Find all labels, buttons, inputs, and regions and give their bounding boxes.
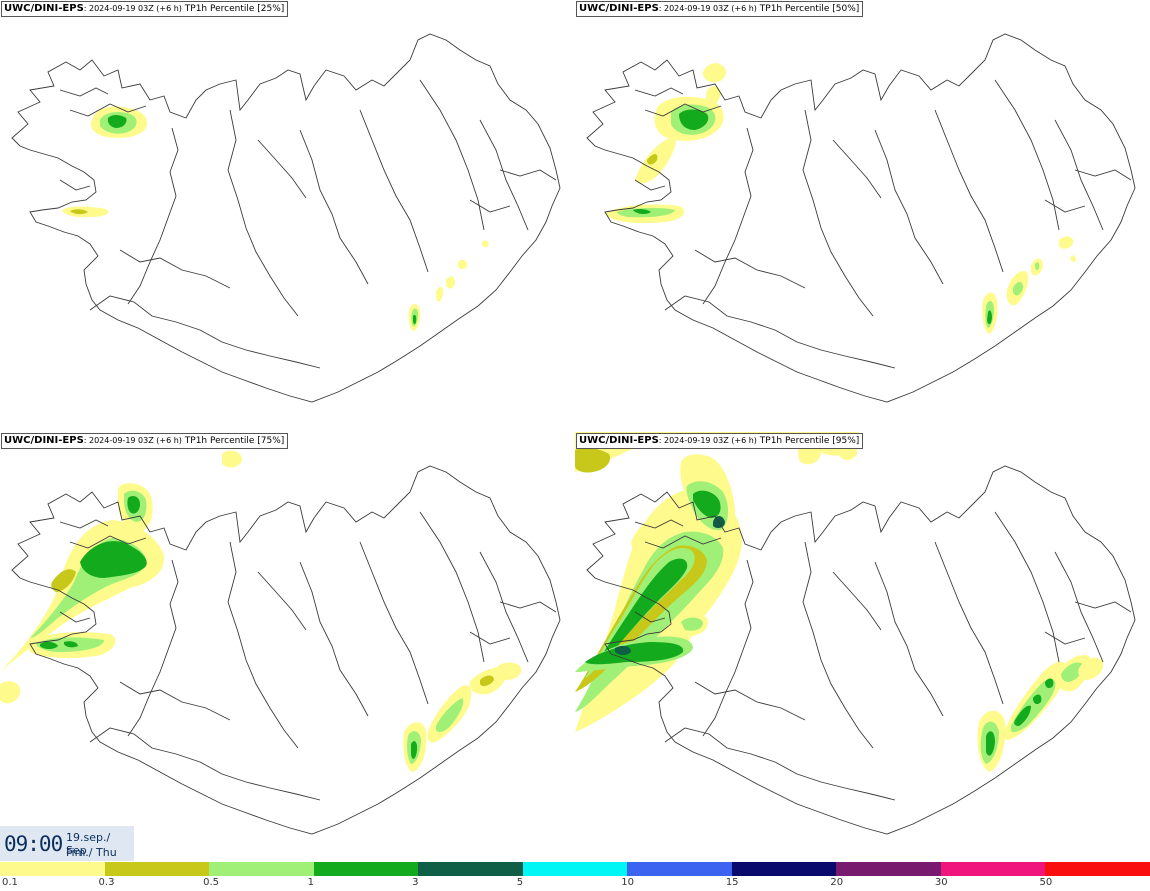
legend-labels: 0.1 0.3 0.5 1 3 5 10 15 20 30 50 bbox=[0, 877, 1150, 891]
valid-time-box: 09:00 19.sep./ Sep Fim./ Thu bbox=[0, 826, 134, 861]
map-panel-p50: UWC/DINI-EPS: 2024-09-19 03Z (+6 h) TP1h… bbox=[575, 0, 1150, 432]
param-label: TP1h Percentile [95%] bbox=[759, 436, 860, 446]
panel-title: UWC/DINI-EPS: 2024-09-19 03Z (+6 h) TP1h… bbox=[576, 433, 864, 449]
iceland-map-p95 bbox=[575, 432, 1136, 835]
legend-label: 50 bbox=[1039, 877, 1053, 888]
model-source: UWC/DINI-EPS bbox=[579, 435, 659, 446]
precip-areas bbox=[62, 106, 489, 332]
legend-label: 20 bbox=[830, 877, 844, 888]
panel-title: UWC/DINI-EPS: 2024-09-19 03Z (+6 h) TP1h… bbox=[576, 1, 864, 17]
valid-time: 09:00 bbox=[4, 832, 63, 856]
param-label: TP1h Percentile [25%] bbox=[184, 4, 285, 14]
iceland-map-p75 bbox=[0, 450, 561, 835]
coastline bbox=[11, 465, 561, 835]
coastline bbox=[586, 465, 1136, 835]
iceland-map-p50 bbox=[586, 33, 1136, 403]
legend-swatch bbox=[627, 862, 732, 876]
legend-swatch bbox=[0, 862, 105, 876]
legend-label: 0.1 bbox=[2, 877, 18, 888]
precip-areas bbox=[605, 63, 1076, 334]
valid-date: 19.sep./ Sep bbox=[66, 831, 111, 857]
legend-swatch bbox=[418, 862, 523, 876]
legend-swatch bbox=[209, 862, 314, 876]
map-panel-p75: UWC/DINI-EPS: 2024-09-19 03Z (+6 h) TP1h… bbox=[0, 432, 575, 864]
param-label: TP1h Percentile [50%] bbox=[759, 4, 860, 14]
legend-label: 10 bbox=[621, 877, 634, 888]
panel-title: UWC/DINI-EPS: 2024-09-19 03Z (+6 h) TP1h… bbox=[1, 1, 289, 17]
param-label: TP1h Percentile [75%] bbox=[184, 436, 285, 446]
run-time: : 2024-09-19 03Z (+6 h) bbox=[658, 436, 757, 445]
legend-label: 30 bbox=[934, 877, 948, 888]
precip-areas bbox=[575, 432, 1104, 772]
coastline bbox=[586, 33, 1136, 403]
legend-swatch bbox=[940, 862, 1046, 876]
run-time: : 2024-09-19 03Z (+6 h) bbox=[83, 4, 182, 13]
run-time: : 2024-09-19 03Z (+6 h) bbox=[83, 436, 182, 445]
model-source: UWC/DINI-EPS bbox=[4, 435, 84, 446]
legend-label: 5 bbox=[516, 877, 524, 888]
legend-swatch bbox=[1045, 862, 1150, 876]
legend-colorbar bbox=[0, 862, 1150, 876]
legend-swatch bbox=[104, 862, 210, 876]
legend-label: 3 bbox=[412, 877, 419, 888]
legend-label: 0.3 bbox=[98, 877, 115, 888]
precip-areas bbox=[0, 450, 522, 772]
coastline bbox=[11, 33, 561, 403]
iceland-map-p25 bbox=[11, 33, 561, 403]
model-source: UWC/DINI-EPS bbox=[4, 3, 84, 14]
run-time: : 2024-09-19 03Z (+6 h) bbox=[658, 4, 757, 13]
map-panel-p95: UWC/DINI-EPS: 2024-09-19 03Z (+6 h) TP1h… bbox=[575, 432, 1150, 864]
legend-label: 1 bbox=[307, 877, 314, 888]
legend-swatch bbox=[313, 862, 419, 876]
panel-title: UWC/DINI-EPS: 2024-09-19 03Z (+6 h) TP1h… bbox=[1, 433, 289, 449]
model-source: UWC/DINI-EPS bbox=[579, 3, 659, 14]
legend-label: 0.5 bbox=[203, 877, 219, 888]
legend-swatch bbox=[836, 862, 941, 876]
map-panel-p25: UWC/DINI-EPS: 2024-09-19 03Z (+6 h) TP1h… bbox=[0, 0, 575, 432]
legend-swatch bbox=[731, 862, 837, 876]
valid-weekday: Fim./ Thu bbox=[66, 846, 117, 859]
legend-swatch bbox=[522, 862, 628, 876]
legend-label: 15 bbox=[725, 877, 739, 888]
